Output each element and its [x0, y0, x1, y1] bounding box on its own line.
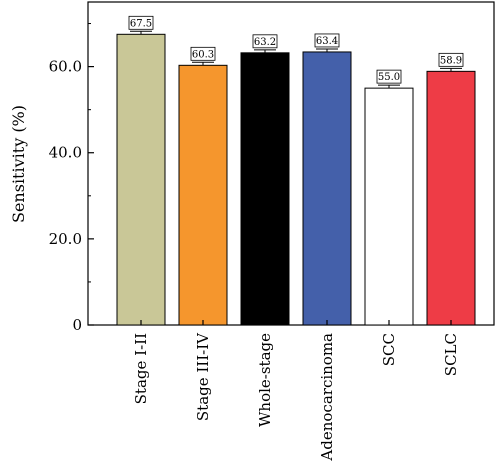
bar: [116, 33, 166, 326]
y-axis-title: Sensitivity (%): [9, 105, 28, 223]
category-label: Stage III-IV: [194, 332, 212, 421]
bar: [178, 64, 228, 326]
data-label-box: [190, 46, 216, 61]
data-label: 58.9: [440, 55, 462, 66]
y-axis: 0 20.0 40.0 60.0: [49, 23, 94, 334]
data-label-box: [376, 69, 402, 84]
data-label-box: [438, 52, 464, 67]
data-label: 60.3: [192, 49, 214, 60]
bar: [426, 70, 476, 326]
plot-frame: [87, 1, 495, 326]
category-label: SCC: [380, 333, 398, 366]
y-tick-label: 40.0: [49, 144, 82, 162]
category-label: Adenocarcinoma: [318, 333, 336, 462]
y-tick-label: 0: [72, 316, 82, 334]
bar: [302, 51, 352, 326]
data-label: 63.4: [316, 36, 338, 47]
x-axis: Stage I-II Stage III-IV Whole-stage Adenoca…: [132, 320, 460, 462]
data-label-box: [252, 34, 278, 49]
category-label: SCLC: [442, 333, 460, 376]
data-label-box: [314, 33, 340, 48]
data-label: 63.2: [254, 37, 276, 48]
bar: [364, 87, 414, 326]
category-label: Stage I-II: [132, 333, 150, 404]
category-label: Whole-stage: [256, 333, 274, 427]
y-tick-label: 20.0: [49, 230, 82, 248]
bar: [240, 52, 290, 326]
data-label: 67.5: [130, 18, 152, 29]
data-label: 55.0: [378, 72, 400, 83]
y-tick-label: 60.0: [49, 58, 82, 76]
data-label-box: [128, 15, 154, 30]
bars: 67.5 60.3 63.2 63.4 55.0 58.9: [116, 15, 476, 326]
